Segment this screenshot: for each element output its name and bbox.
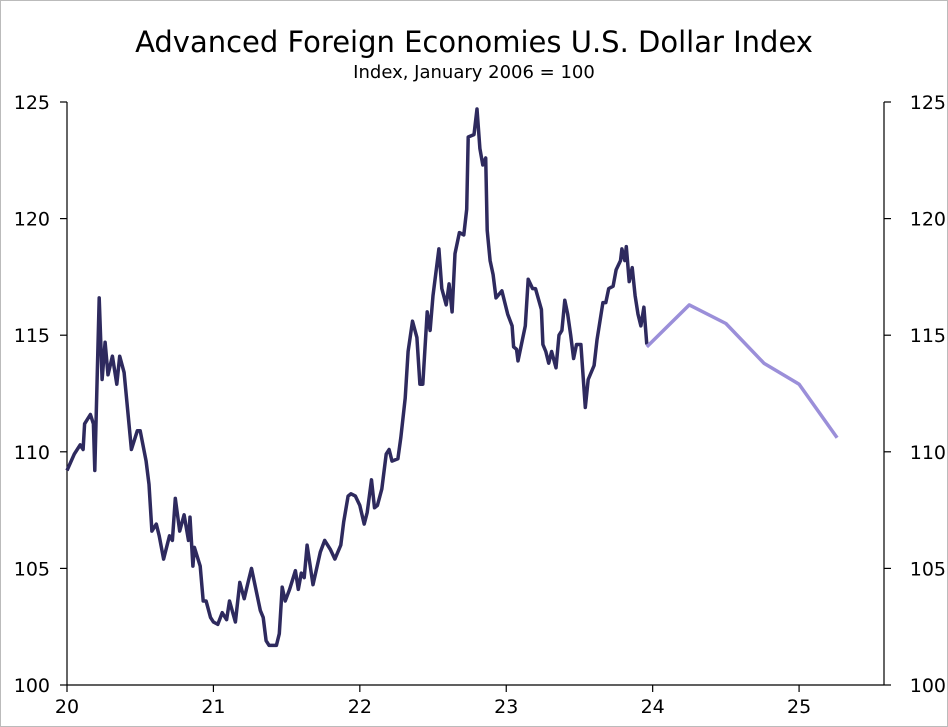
y-tick-label: 110: [14, 442, 50, 464]
x-tick-label: 20: [55, 696, 79, 718]
x-tick-label: 23: [494, 696, 518, 718]
line-series: [645, 303, 839, 439]
x-tick-label: 24: [641, 696, 665, 718]
y-tick-label: 100: [910, 675, 946, 697]
y-tick-label: 115: [14, 325, 50, 347]
y-tick-label: 110: [910, 442, 946, 464]
y-tick-label: 120: [910, 209, 946, 231]
y-tick-label: 100: [14, 675, 50, 697]
x-tick-label: 21: [201, 696, 225, 718]
y-tick-label: 105: [14, 558, 50, 580]
y-tick-label: 120: [14, 209, 50, 231]
y-tick-label: 125: [910, 92, 946, 114]
chart-title: Advanced Foreign Economies U.S. Dollar I…: [135, 25, 813, 59]
y-tick-label: 115: [910, 325, 946, 347]
x-tick-label: 25: [787, 696, 811, 718]
y-tick-label: 125: [14, 92, 50, 114]
y-tick-label: 105: [910, 558, 946, 580]
x-tick-label: 22: [348, 696, 372, 718]
line-series: [65, 107, 649, 648]
chart-subtitle: Index, January 2006 = 100: [353, 62, 595, 83]
